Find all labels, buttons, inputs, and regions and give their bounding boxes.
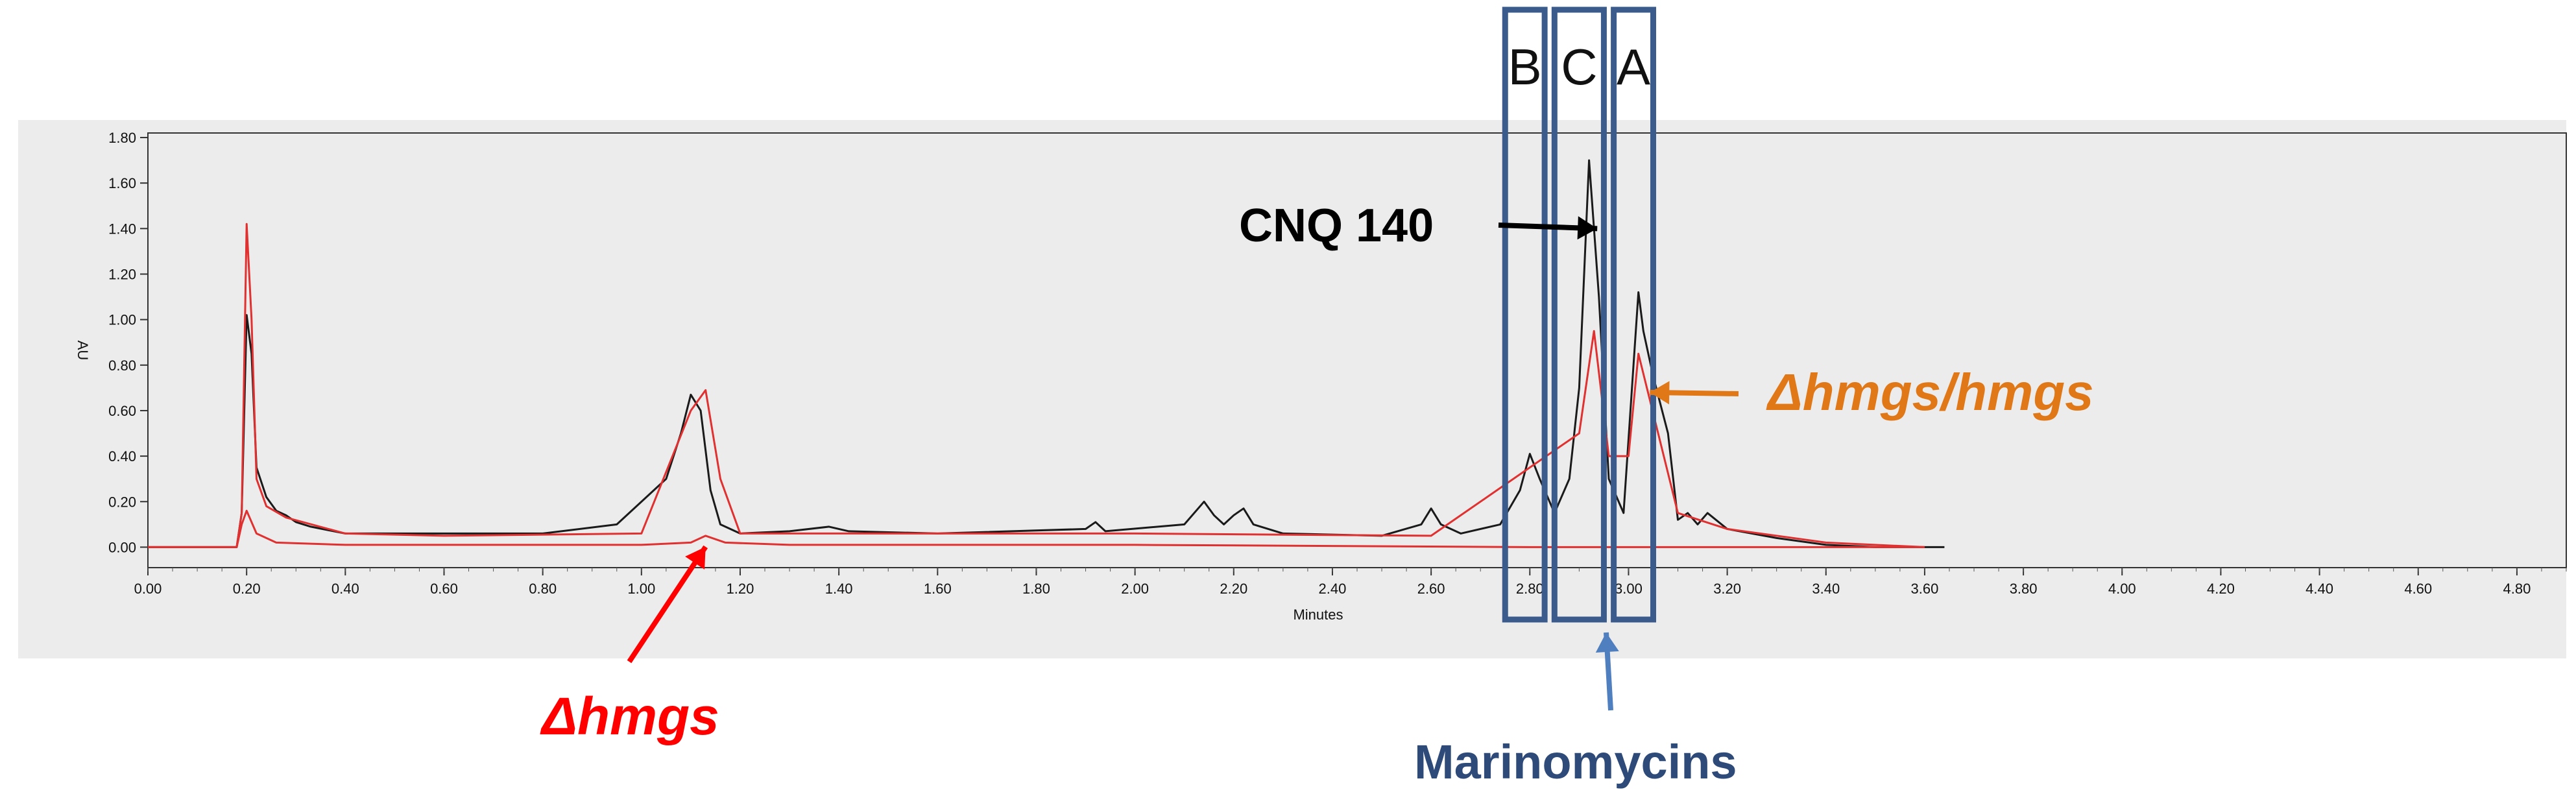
plot-area bbox=[147, 132, 2567, 568]
y-tick-label: 0.00 bbox=[108, 539, 136, 555]
y-tick-label: 1.80 bbox=[108, 130, 136, 146]
region-box-a bbox=[1611, 6, 1656, 623]
x-tick-label: 4.60 bbox=[2404, 581, 2432, 597]
x-axis-title: Minutes bbox=[1293, 607, 1343, 623]
y-tick-label: 0.80 bbox=[108, 357, 136, 374]
x-tick-label: 1.00 bbox=[627, 581, 655, 597]
region-label-a: A bbox=[1617, 38, 1650, 95]
region-label-c: C bbox=[1561, 38, 1597, 95]
dhmgs-arrow-shaft bbox=[627, 545, 708, 664]
x-tick-label: 4.00 bbox=[2108, 581, 2136, 597]
x-tick-label: 4.40 bbox=[2305, 581, 2333, 597]
y-tick-label: 1.40 bbox=[108, 221, 136, 237]
dhmgs-arrow-head bbox=[685, 546, 706, 570]
cnq140-arrow-head bbox=[1577, 216, 1598, 240]
annotation-marinomycins: Marinomycins bbox=[1414, 735, 1737, 789]
x-tick-label: 2.20 bbox=[1220, 581, 1247, 597]
y-tick-label: 0.40 bbox=[108, 448, 136, 464]
y-tick-label: 1.00 bbox=[108, 312, 136, 328]
y-tick-label: 0.20 bbox=[108, 494, 136, 510]
x-tick-label: 3.40 bbox=[1812, 581, 1840, 597]
x-tick-label: 4.20 bbox=[2207, 581, 2235, 597]
series-line-2 bbox=[148, 223, 1925, 548]
y-tick-label: 0.60 bbox=[108, 403, 136, 419]
series-line-3 bbox=[148, 509, 1925, 548]
x-tick-label: 1.60 bbox=[924, 581, 952, 597]
x-tick-label: 3.00 bbox=[1615, 581, 1643, 597]
annotation-cnq140: CNQ 140 bbox=[1239, 200, 1434, 252]
x-tick-label: 3.20 bbox=[1713, 581, 1741, 597]
x-tick-label: 0.00 bbox=[134, 581, 162, 597]
x-tick-label: 0.20 bbox=[233, 581, 261, 597]
x-tick-label: 2.60 bbox=[1417, 581, 1445, 597]
x-tick-label: 4.80 bbox=[2503, 581, 2531, 597]
x-tick-label: 1.20 bbox=[727, 581, 754, 597]
y-tick-label: 1.20 bbox=[108, 266, 136, 282]
x-tick-label: 1.40 bbox=[825, 581, 853, 597]
annotation-dhmgs-hmgs: Δhmgs/hmgs bbox=[1766, 363, 2094, 421]
region-box-c bbox=[1551, 6, 1607, 623]
region-box-b bbox=[1502, 6, 1548, 623]
x-tick-label: 2.80 bbox=[1516, 581, 1544, 597]
annotation-dhmgs: Δhmgs bbox=[540, 687, 719, 746]
x-tick-label: 2.00 bbox=[1121, 581, 1149, 597]
x-tick-label: 0.80 bbox=[529, 581, 557, 597]
marinomycins-arrow-head bbox=[1595, 632, 1619, 653]
x-tick-label: 3.80 bbox=[2010, 581, 2038, 597]
dhmgs-hmgs-arrow-head bbox=[1650, 381, 1670, 405]
x-tick-label: 0.60 bbox=[430, 581, 458, 597]
x-tick-label: 2.40 bbox=[1319, 581, 1347, 597]
x-tick-label: 1.80 bbox=[1022, 581, 1050, 597]
x-tick-label: 3.60 bbox=[1911, 581, 1939, 597]
y-axis-title: AU bbox=[75, 341, 91, 361]
region-label-b: B bbox=[1508, 38, 1542, 95]
y-tick-label: 1.60 bbox=[108, 175, 136, 191]
x-tick-label: 0.40 bbox=[331, 581, 359, 597]
